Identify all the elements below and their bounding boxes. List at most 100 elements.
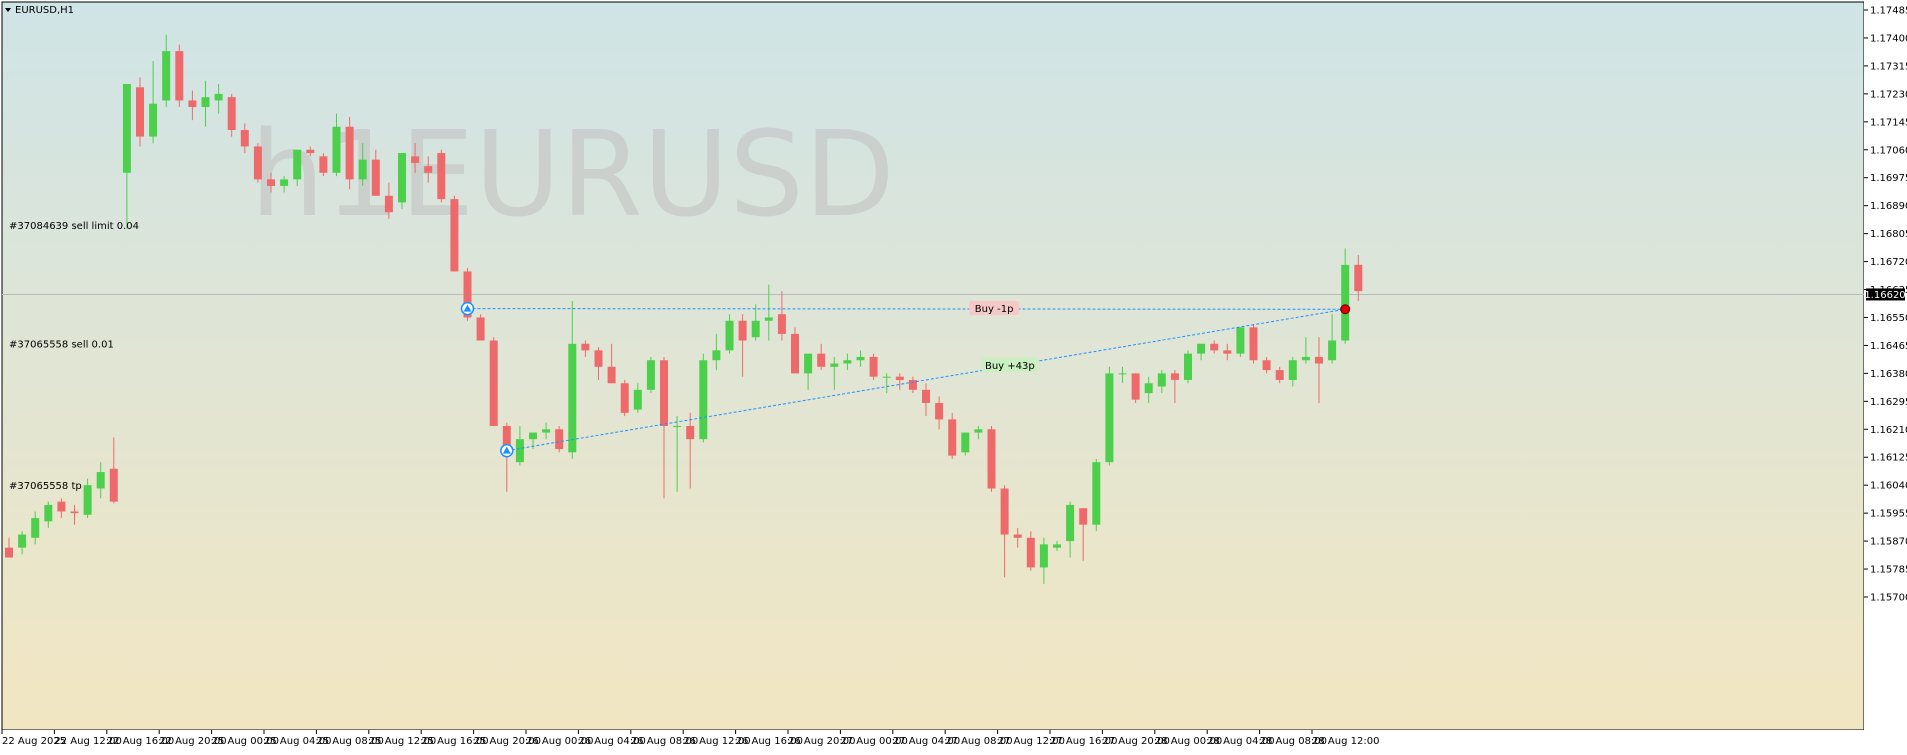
candle-body [817,353,826,367]
candle [712,333,721,371]
candle-body [568,343,577,453]
candle-body [44,504,53,522]
candle [1275,366,1284,384]
symbol-label: EURUSD,H1 [15,5,74,16]
candle-body [1315,356,1323,364]
candle-body [345,126,354,180]
candle-body [1039,544,1048,568]
candle [5,537,13,558]
candle-body [424,166,433,173]
candle [908,376,917,394]
candle-body [594,350,603,367]
candle-body [1157,373,1166,387]
candle-body [83,485,92,515]
price-tick-label: 1.15870 [1870,537,1907,548]
candle [371,149,380,196]
candle-body [122,83,131,173]
candle [18,531,27,555]
time-tick-label: 26 Aug 00:00 [526,736,593,747]
candle [515,425,524,466]
candle [738,314,747,377]
candle-body [843,360,852,364]
exit-marker[interactable] [1340,304,1351,315]
trade[interactable]: Buy -1p [460,300,1346,316]
candle [411,143,420,173]
candle [240,123,249,154]
candle [70,504,79,525]
candles-layer [5,34,1363,584]
candle-body [1092,462,1101,525]
candle-body [764,317,773,321]
triangle-down-icon[interactable] [5,8,11,12]
candle [1118,366,1127,384]
candle-body [686,425,695,440]
trade-line [467,308,1346,310]
candle [987,425,996,492]
time-tick-label: 22 Aug 16:00 [107,736,174,747]
candle-body [96,472,105,489]
trade[interactable]: Buy +43p [500,308,1346,458]
chart-header[interactable]: EURUSD,H1 [5,5,74,16]
candle-body [542,429,551,433]
candle-body [751,320,760,338]
trade-label-bg [981,357,1038,372]
candle [1079,508,1088,561]
candle [699,353,708,443]
time-tick-label: 26 Aug 08:00 [631,736,698,747]
time-tick-label: 28 Aug 00:00 [1155,736,1222,747]
price-tick-label: 1.16380 [1870,369,1907,380]
candle-body [411,156,420,163]
candle-body [384,195,393,213]
candle [1249,324,1258,364]
candle-body [332,126,341,173]
candle-body [1013,534,1022,538]
candle-body [882,376,891,378]
candle [1288,356,1297,387]
candle [1026,531,1035,571]
candle-body [450,199,459,272]
candle [948,412,957,459]
candle [751,304,760,341]
candle [175,44,184,108]
candle [227,93,236,137]
candle [358,143,367,186]
candle [267,172,275,193]
candle [1131,373,1140,403]
price-tick-label: 1.17230 [1870,89,1907,100]
candle-body [856,356,865,361]
candle-body [1026,537,1035,568]
candle [398,153,406,209]
candle [1092,458,1101,532]
candle-body [149,103,158,137]
candle [1328,314,1337,364]
candle-body [1249,327,1258,361]
order-label: #37065558 sell 0.01 [9,339,114,350]
trade-label-bg [969,300,1020,315]
time-tick-label: 26 Aug 12:00 [683,736,750,747]
candle [817,343,826,371]
price-tick-label: 1.16040 [1870,481,1907,492]
time-tick-label: 28 Aug 04:00 [1207,736,1274,747]
candle [306,146,315,157]
candle-body [869,356,878,377]
candle-body [725,320,734,351]
candle [555,425,564,453]
candle-body [1105,373,1114,463]
candle-body [1053,544,1061,548]
candle-body [57,501,66,512]
candle-body [502,425,511,450]
candle [542,422,551,440]
price-tick-label: 1.16550 [1870,313,1907,324]
candle-body [633,389,642,410]
candle-body [908,379,917,390]
candle [935,396,944,430]
candle-body [529,432,537,440]
candle [280,176,289,193]
candle [1315,337,1323,403]
candle-body [1184,353,1192,380]
candle-body [1170,373,1179,380]
candle-body [1223,350,1232,354]
candle [136,77,144,147]
candle [686,412,695,489]
